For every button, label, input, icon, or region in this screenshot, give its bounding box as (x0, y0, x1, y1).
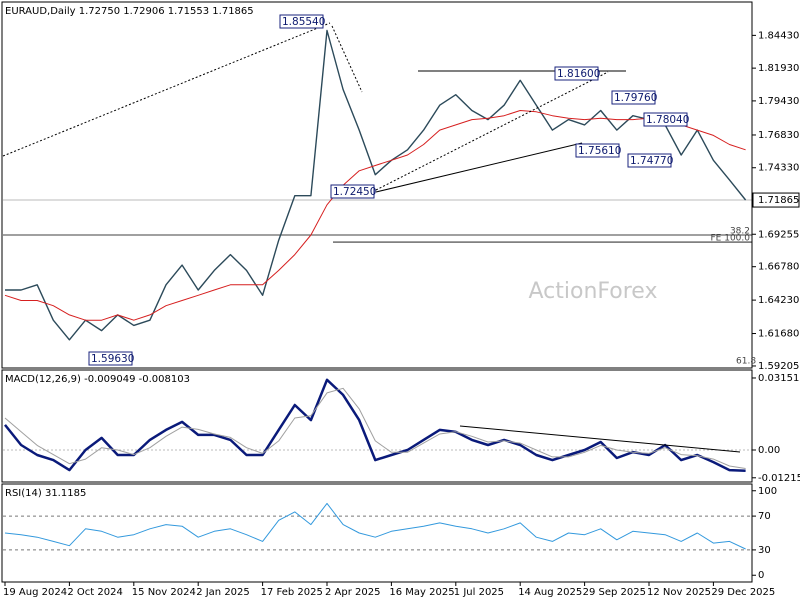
y-tick-label: 1.66780 (758, 262, 799, 273)
y-tick-label: 30 (758, 545, 771, 556)
last-price-label: 1.71865 (758, 195, 799, 206)
annotation: 1.78040 (646, 114, 689, 126)
y-tick-label: 1.74330 (758, 163, 799, 174)
series-line (5, 29, 747, 341)
annotation: 1.72450 (333, 186, 376, 198)
x-tick-label: 19 Aug 2024 (3, 587, 67, 598)
annotation: 1.74770 (630, 155, 673, 167)
annotation-box (643, 112, 688, 127)
x-tick-label: 2 Oct 2024 (67, 587, 122, 598)
y-tick-label: 1.61680 (758, 329, 799, 340)
annotation-box (279, 14, 324, 29)
series-line (4, 387, 746, 469)
annotation: 1.79760 (614, 92, 657, 104)
annotation: 1.81600 (557, 68, 600, 80)
macd-title: MACD(12,26,9) -0.009049 -0.008103 (5, 374, 190, 385)
x-tick-label: 15 Nov 2024 (132, 587, 196, 598)
last-price-box (752, 192, 800, 208)
trend-line (375, 142, 583, 193)
annotation-box (554, 66, 599, 81)
trend-line (2, 22, 331, 157)
y-tick-label: 0.03151 (758, 373, 799, 384)
fib-label: 38.2 (730, 226, 750, 236)
rsi-title: RSI(14) 31.1185 (5, 488, 86, 499)
annotations: 1.85540 1.81600 1.79760 1.78040 1.75610 … (88, 14, 756, 367)
x-tick-label: 2 Jan 2025 (196, 587, 250, 598)
annotation-box (575, 143, 620, 158)
annotation: 1.75610 (578, 145, 621, 157)
series-line (4, 502, 746, 550)
series-line (4, 378, 746, 472)
annotation-box (611, 90, 656, 105)
annotation-box (330, 184, 375, 199)
y-tick-label: 1.81930 (758, 63, 799, 74)
y-tick-label: 1.64230 (758, 295, 799, 306)
plot-layers: 1.84430 1.81930 1.79430 1.76830 1.74330 1.692… (3, 29, 800, 598)
annotation-box (88, 351, 133, 366)
y-tick-label: 0 (758, 570, 764, 581)
x-tick-label: 29 Sep 2025 (583, 587, 646, 598)
x-tick-label: 1 Jul 2025 (454, 587, 504, 598)
y-tick-label: 1.76830 (758, 130, 799, 141)
y-tick-label: 1.79430 (758, 96, 799, 107)
x-tick-label: 14 Aug 2025 (518, 587, 582, 598)
y-tick-label: -0.012158 (758, 473, 800, 484)
y-tick-label: 100 (758, 486, 777, 497)
y-tick-label: 0.00 (758, 445, 780, 456)
fib-label: FE 100.0 (711, 234, 751, 244)
rsi-panel-frame (1, 483, 753, 583)
annotation: 1.85540 (282, 16, 325, 28)
y-tick-label: 1.84430 (758, 30, 799, 41)
watermark: ActionForex (529, 279, 658, 304)
x-tick-label: 17 Feb 2025 (261, 587, 323, 598)
y-tick-label: 1.59205 (758, 361, 799, 372)
x-tick-label: 29 Dec 2025 (711, 587, 775, 598)
chart-title: EURAUD,Daily 1.72750 1.72906 1.71553 1.7… (5, 6, 254, 17)
series-line (4, 110, 746, 321)
x-tick-label: 2 Apr 2025 (325, 587, 380, 598)
y-tick-label: 70 (758, 511, 771, 522)
y-tick-label: 1.69255 (758, 229, 799, 240)
x-tick-label: 12 Nov 2025 (647, 587, 711, 598)
fib-label: 61.8 (736, 357, 756, 367)
trend-line (375, 71, 609, 191)
trend-line (331, 25, 363, 93)
annotation-box (627, 153, 672, 168)
annotation: 1.59630 (91, 353, 134, 365)
macd-trend-line (459, 425, 741, 453)
price-panel-frame (1, 1, 753, 369)
macd-panel-frame (1, 369, 753, 483)
x-tick-label: 16 May 2025 (389, 587, 454, 598)
